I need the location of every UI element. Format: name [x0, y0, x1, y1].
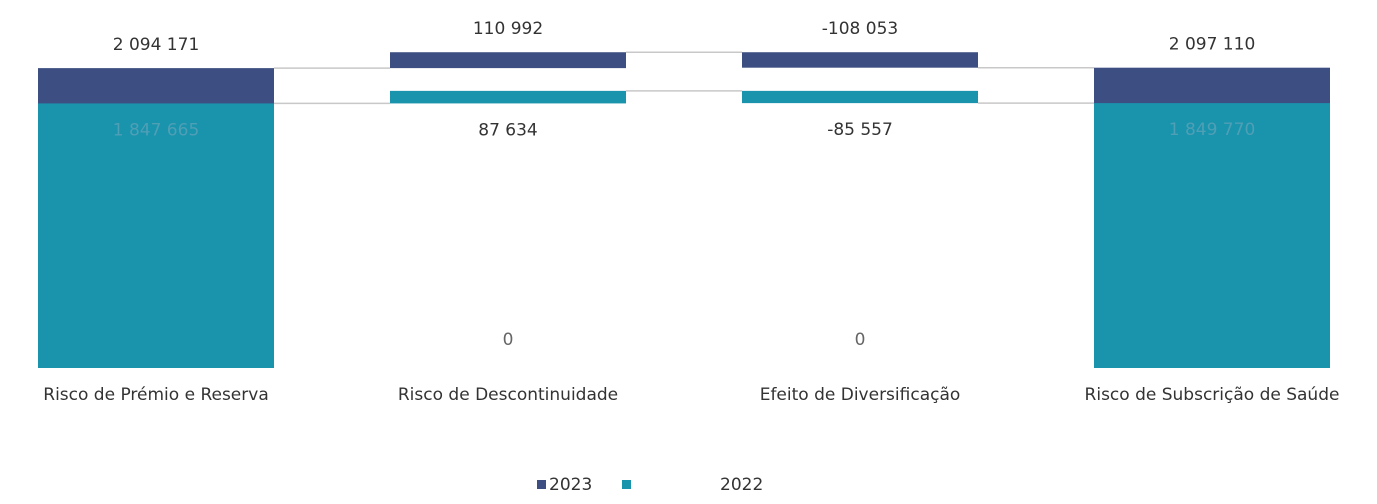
legend-swatch: [622, 480, 631, 489]
legend-label: 2022: [720, 475, 763, 495]
value-label: 2 094 171: [113, 35, 200, 55]
value-label: -85 557: [827, 120, 893, 140]
bar: [390, 52, 626, 69]
legend-label: 2023: [549, 475, 592, 495]
bar: [1094, 103, 1330, 368]
value-label: -108 053: [822, 19, 898, 39]
x-tick-label: Risco de Subscrição de Saúde: [1085, 385, 1340, 405]
bar: [390, 90, 626, 104]
value-label: 1 849 770: [1169, 120, 1256, 140]
bar: [38, 103, 274, 369]
x-tick-label: Risco de Prémio e Reserva: [43, 385, 268, 405]
zero-label: 0: [855, 330, 866, 350]
legend-swatch: [537, 480, 546, 489]
zero-label: 0: [503, 330, 514, 350]
value-label: 87 634: [478, 120, 537, 140]
bar: [742, 90, 978, 104]
value-label: 110 992: [473, 19, 543, 39]
value-label: 2 097 110: [1169, 35, 1256, 55]
x-tick-label: Efeito de Diversificação: [760, 385, 961, 405]
bar: [742, 52, 978, 68]
x-tick-label: Risco de Descontinuidade: [398, 385, 618, 405]
value-label: 1 847 665: [113, 120, 200, 140]
